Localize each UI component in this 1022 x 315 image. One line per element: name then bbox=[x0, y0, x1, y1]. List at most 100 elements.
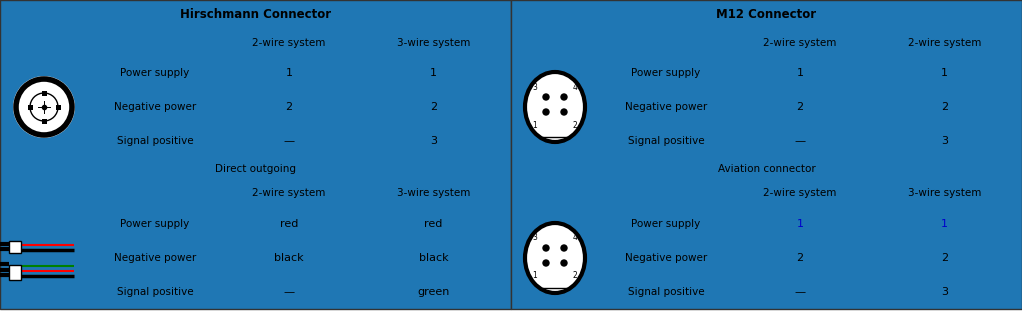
Circle shape bbox=[561, 245, 567, 251]
Text: 2: 2 bbox=[430, 102, 437, 112]
Bar bbox=[356, 275, 511, 309]
Bar bbox=[9, 241, 21, 253]
Text: Signal positive: Signal positive bbox=[117, 287, 193, 297]
Bar bbox=[0, 207, 88, 309]
Bar bbox=[867, 207, 1022, 241]
Bar bbox=[0, 0, 511, 309]
Text: 2-wire system: 2-wire system bbox=[908, 37, 981, 48]
Bar bbox=[88, 56, 222, 90]
Text: 3-wire system: 3-wire system bbox=[397, 37, 470, 48]
Text: Power supply: Power supply bbox=[632, 219, 701, 229]
Text: Power supply: Power supply bbox=[121, 68, 190, 78]
Bar bbox=[511, 0, 1022, 29]
Circle shape bbox=[543, 109, 549, 115]
Text: —: — bbox=[283, 136, 294, 146]
Bar bbox=[42, 118, 46, 123]
Bar bbox=[222, 56, 356, 90]
Bar bbox=[28, 105, 33, 110]
Bar bbox=[356, 90, 511, 124]
Bar bbox=[511, 29, 733, 56]
Text: red: red bbox=[424, 219, 443, 229]
Text: Negative power: Negative power bbox=[624, 102, 707, 112]
Bar bbox=[356, 207, 511, 241]
Text: 2: 2 bbox=[941, 102, 948, 112]
Bar bbox=[0, 158, 511, 180]
Circle shape bbox=[30, 93, 58, 121]
Bar bbox=[55, 105, 60, 110]
Text: 2: 2 bbox=[796, 102, 803, 112]
Bar bbox=[222, 180, 356, 207]
Circle shape bbox=[543, 260, 549, 266]
Text: 2-wire system: 2-wire system bbox=[252, 37, 326, 48]
Text: Signal positive: Signal positive bbox=[628, 287, 704, 297]
Bar bbox=[867, 124, 1022, 158]
Bar bbox=[9, 265, 21, 280]
Text: 4: 4 bbox=[572, 233, 577, 243]
Text: 1: 1 bbox=[532, 272, 538, 280]
Bar bbox=[733, 275, 867, 309]
Bar bbox=[0, 180, 222, 207]
Bar bbox=[599, 207, 733, 241]
Circle shape bbox=[561, 260, 567, 266]
Text: 3: 3 bbox=[532, 83, 538, 91]
Text: Signal positive: Signal positive bbox=[628, 136, 704, 146]
Text: 3-wire system: 3-wire system bbox=[397, 188, 470, 198]
Text: —: — bbox=[794, 287, 805, 297]
Bar bbox=[733, 207, 867, 241]
Bar bbox=[867, 241, 1022, 275]
Bar bbox=[867, 90, 1022, 124]
Text: Power supply: Power supply bbox=[121, 219, 190, 229]
Bar bbox=[867, 29, 1022, 56]
Bar bbox=[356, 241, 511, 275]
Text: 2-wire system: 2-wire system bbox=[252, 188, 326, 198]
Text: 2-wire system: 2-wire system bbox=[763, 37, 837, 48]
Bar bbox=[0, 56, 88, 158]
Text: Negative power: Negative power bbox=[113, 102, 196, 112]
Bar bbox=[599, 124, 733, 158]
Circle shape bbox=[561, 94, 567, 100]
Bar bbox=[0, 0, 511, 29]
Text: 1: 1 bbox=[532, 121, 538, 129]
Bar bbox=[222, 124, 356, 158]
Bar bbox=[599, 241, 733, 275]
Text: Direct outgoing: Direct outgoing bbox=[215, 164, 296, 174]
Text: 1: 1 bbox=[796, 68, 803, 78]
Bar bbox=[222, 29, 356, 56]
Bar bbox=[511, 180, 733, 207]
Text: 1: 1 bbox=[941, 219, 948, 229]
Text: 2-wire system: 2-wire system bbox=[763, 188, 837, 198]
Bar bbox=[511, 158, 1022, 180]
Bar bbox=[356, 56, 511, 90]
Bar bbox=[222, 207, 356, 241]
Bar bbox=[511, 207, 599, 309]
Circle shape bbox=[13, 76, 75, 138]
Bar bbox=[511, 0, 1022, 309]
Text: —: — bbox=[794, 136, 805, 146]
Text: —: — bbox=[283, 287, 294, 297]
Text: Signal positive: Signal positive bbox=[117, 136, 193, 146]
Circle shape bbox=[543, 94, 549, 100]
Bar bbox=[88, 90, 222, 124]
Bar bbox=[733, 56, 867, 90]
Bar bbox=[88, 124, 222, 158]
Circle shape bbox=[16, 79, 72, 135]
Bar bbox=[356, 124, 511, 158]
Bar bbox=[88, 275, 222, 309]
Text: 1: 1 bbox=[796, 219, 803, 229]
Bar bbox=[356, 180, 511, 207]
Bar bbox=[599, 56, 733, 90]
Text: Aviation connector: Aviation connector bbox=[717, 164, 816, 174]
Text: 2: 2 bbox=[941, 253, 948, 263]
Text: 3: 3 bbox=[941, 287, 948, 297]
Bar bbox=[222, 241, 356, 275]
Text: black: black bbox=[419, 253, 449, 263]
Text: 1: 1 bbox=[941, 68, 948, 78]
Bar bbox=[42, 90, 46, 95]
Bar bbox=[733, 180, 867, 207]
Bar bbox=[356, 29, 511, 56]
Text: black: black bbox=[274, 253, 304, 263]
Text: green: green bbox=[417, 287, 450, 297]
Bar bbox=[867, 180, 1022, 207]
Text: Power supply: Power supply bbox=[632, 68, 701, 78]
Bar bbox=[222, 275, 356, 309]
